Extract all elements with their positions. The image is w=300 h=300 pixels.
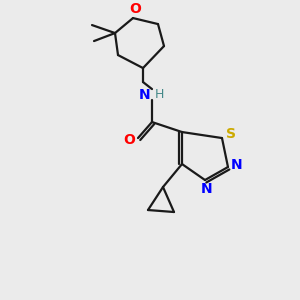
Text: S: S <box>226 127 236 141</box>
Text: N: N <box>201 182 213 196</box>
Text: H: H <box>154 88 164 100</box>
Text: N: N <box>139 88 151 102</box>
Text: O: O <box>123 133 135 147</box>
Text: O: O <box>129 2 141 16</box>
Text: N: N <box>231 158 243 172</box>
